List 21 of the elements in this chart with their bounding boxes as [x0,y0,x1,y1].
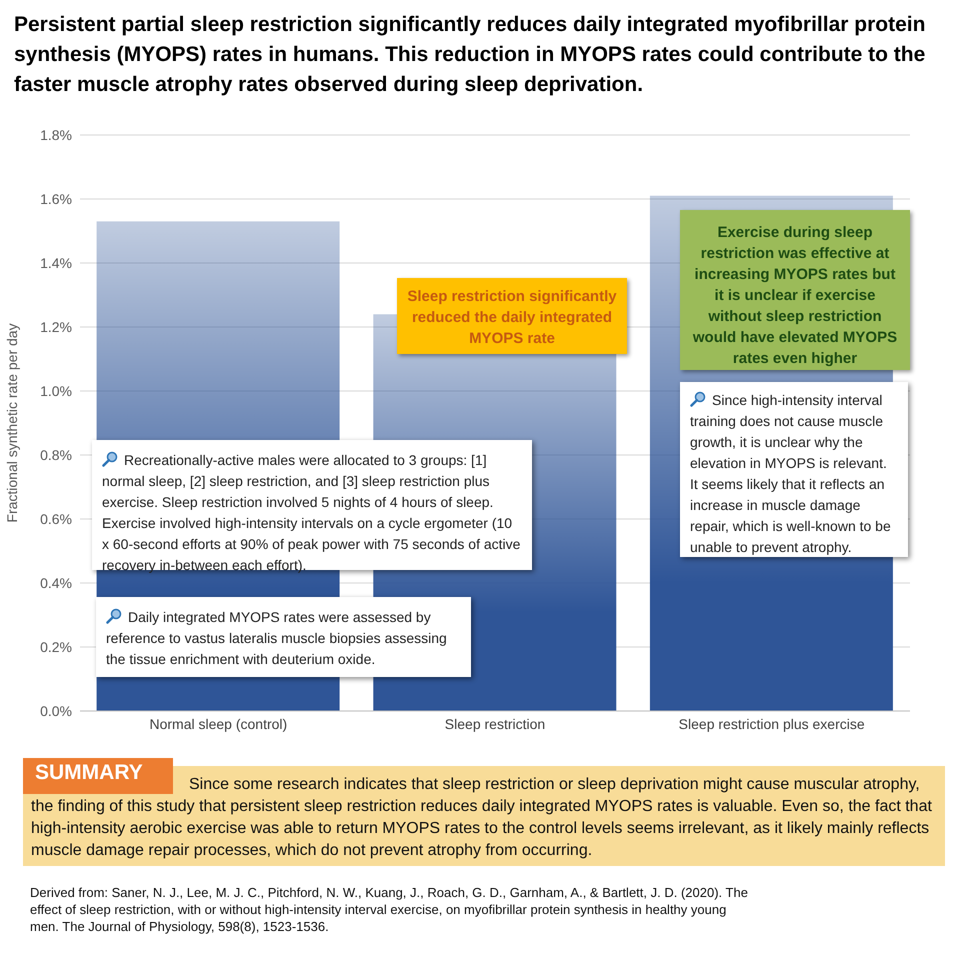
y-tick-label: 1.4% [40,254,72,271]
text: Derived from: Saner, N. J., Lee, M. J. C., Pitchford, N. W., Kuang, J., Roach, G. D., Garnham, A., & Bartlett, J. D. (2020). The effect of sleep restriction, with or without high-intensity interval exercise, on myofibrillar protein synthesis in healthy young men. The Journal of Physiology, 598(8), 1523-1536. [30,885,748,934]
x-tick-label: Normal sleep (control) [149,716,288,732]
y-tick-label: 1.2% [40,318,72,335]
x-tick-label: Sleep restriction [444,716,546,732]
annotation: Exercise during sleep restriction was effective at increasing MYOPS rates but it is unclear if exercise without sleep restriction would have elevated MYOPS rates even higher [692,224,898,367]
y-tick-label: 0.8% [40,446,72,463]
y-tick-label: 1.0% [40,382,72,399]
y-tick-label: 1.6% [40,190,72,207]
y-tick-label: 0.6% [40,510,72,527]
chart-title: Persistent partial sleep restriction significantly reduces daily integrated myofibrillar protein synthesis (MYOPS) rates in humans. This reduction in MYOPS rates could contribute to the faster muscle atrophy rates observed during sleep deprivation. [14,12,926,98]
x-tick-label: Sleep restriction plus exercise [678,716,865,732]
y-tick-label: 1.8% [40,126,72,143]
y-tick-label: 0.2% [40,638,72,655]
annotation: Sleep restriction significantly reduced the daily integrated MYOPS rate [407,288,617,347]
y-tick-label: 0.0% [40,702,72,719]
y-tick-label: 0.4% [40,574,72,591]
annotation: Recreationally-active males were allocated to 3 groups: [1] normal sleep, [2] sleep restriction, and [3] sleep restriction plus exercise. Sleep restriction involved 5 nights of 4 hours of sleep. Exercise involved high-intensity intervals on a cycle ergometer (10 x 60-second efforts at 90% of peak power with 75 seconds of active recovery in-between each effort). [102,452,520,573]
y-axis-title: Fractional synthetic rate per day [4,323,20,523]
annotation: Daily integrated MYOPS rates were assessed by reference to vastus lateralis muscle biopsies assessing the tissue enrichment with deuterium oxide. [106,609,447,667]
annotation: Since high-intensity interval training does not cause muscle growth, it is unclear why the elevation in MYOPS is relevant. It seems likely that it reflects an increase in muscle damage repair, which is well-known to be unable to prevent atrophy. [690,392,891,555]
